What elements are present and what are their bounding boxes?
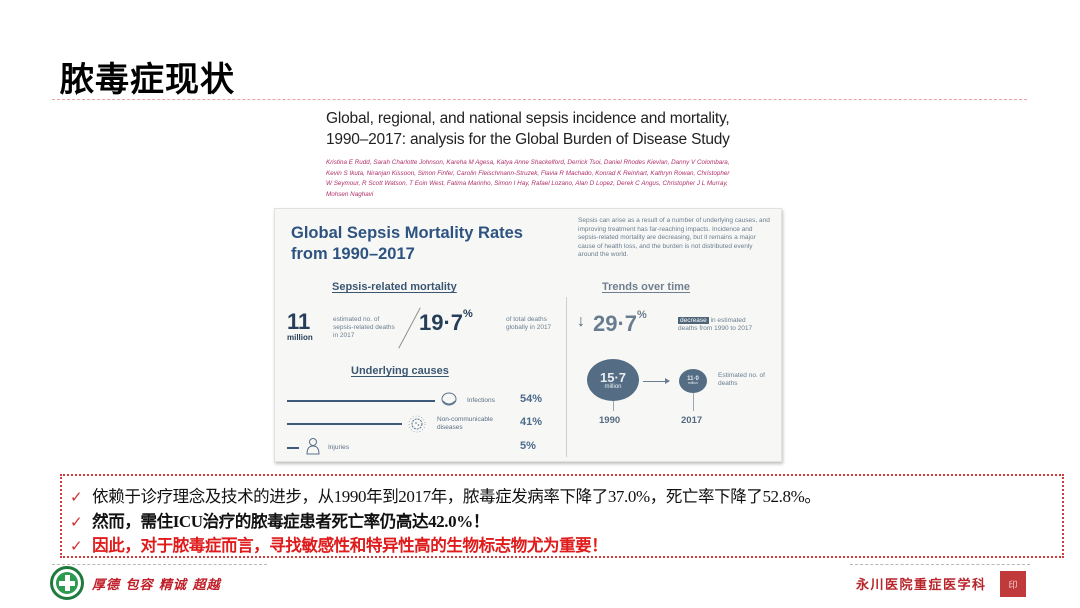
hospital-logo [50, 566, 84, 600]
footer-rule-right [850, 564, 1030, 565]
check-icon: ✓ [70, 488, 83, 506]
share-value: 19·7% [419, 308, 473, 336]
bullet-2-icu: ICU [172, 512, 203, 531]
section-divider [566, 297, 567, 457]
cause-bar-noncommunicable [287, 423, 402, 425]
share-note: of total deaths globally in 2017 [506, 316, 552, 331]
cause-bar-infections [287, 400, 435, 402]
trends-heading: Trends over time [602, 281, 691, 293]
seal-stamp-icon: 印 [1000, 571, 1026, 597]
infographic-description: Sepsis can arise as a result of a number… [578, 217, 770, 259]
bullet-1-text-b: 年到 [366, 487, 399, 506]
decrease-note-2: deaths from 1990 to 2017 [678, 325, 753, 332]
infographic-title: Global Sepsis Mortality Rates from 1990–… [291, 223, 523, 265]
deaths-value: 11 [287, 309, 311, 334]
bullet-1-text-c: 年，脓毒症发病率下降了 [430, 487, 609, 506]
tick-2017 [693, 393, 694, 411]
share-number: 19·7 [419, 310, 464, 335]
bullet-2: ✓ 然而，需住ICU治疗的脓毒症患者死亡率仍高达42.0%！ [70, 508, 489, 532]
mask-icon [440, 392, 458, 411]
paper-title-line-1: Global, regional, and national sepsis in… [326, 110, 730, 127]
bullet-1-text-d: ，死亡率下降了 [649, 487, 763, 506]
slide-title: 脓毒症现状 [60, 60, 235, 100]
end-note: Estimated no. of deaths [718, 372, 765, 387]
stat-slash-divider [398, 307, 421, 349]
cause-label-injuries: Injuries [328, 444, 349, 451]
infographic-title-line-1: Global Sepsis Mortality Rates [291, 224, 523, 242]
deaths-unit: million [287, 333, 313, 342]
decrease-number: 29·7 [593, 311, 638, 336]
infographic-title-line-2: from 1990–2017 [291, 245, 415, 263]
bullet-1-text-a: 依赖于诊疗理念及技术的进步，从 [92, 487, 334, 506]
summary-box: ✓ 依赖于诊疗理念及技术的进步，从1990年到2017年，脓毒症发病率下降了37.… [60, 474, 1064, 558]
injured-person-icon [305, 437, 321, 458]
decrease-note: decrease in estimated deaths from 1990 t… [678, 317, 778, 333]
year-2017: 2017 [681, 415, 703, 426]
bullet-2-text-a: 然而，需住 [92, 512, 173, 531]
share-percent-sign: % [463, 308, 473, 320]
cause-value-noncommunicable: 41% [520, 416, 543, 428]
trend-arrow-icon [643, 378, 670, 384]
bullet-1: ✓ 依赖于诊疗理念及技术的进步，从1990年到2017年，脓毒症发病率下降了37.… [70, 483, 821, 507]
bullet-1-year-end: 2017 [398, 487, 431, 506]
deaths-note: estimated no. of sepsis-related deaths i… [333, 316, 395, 339]
unit-1990: million [604, 383, 622, 390]
circle-2017: 11·0 million [679, 369, 707, 393]
down-arrow-icon: ↓ [577, 313, 585, 330]
decrease-note-1: in estimated [710, 317, 746, 324]
mortality-heading: Sepsis-related mortality [332, 281, 457, 293]
bullet-1-mortality-drop: 52.8% [762, 487, 805, 506]
year-1990: 1990 [599, 415, 621, 426]
paper-title: Global, regional, and national sepsis in… [326, 108, 746, 150]
check-icon: ✓ [70, 537, 83, 555]
bullet-2-mortality: 42.0% [428, 512, 473, 531]
bullet-3-text: 因此，对于脓毒症而言，寻找敏感性和特异性高的生物标志物尤为重要！ [92, 536, 608, 555]
bullet-3: ✓ 因此，对于脓毒症而言，寻找敏感性和特异性高的生物标志物尤为重要！ [70, 532, 608, 556]
value-2017: 11·0 [687, 376, 699, 383]
decrease-tag: decrease [678, 317, 709, 324]
cause-value-injuries: 5% [520, 440, 536, 452]
bullet-2-text-b: 治疗的脓毒症患者死亡率仍高达 [202, 512, 429, 531]
hospital-motto: 厚德 包容 精诚 超越 [92, 578, 221, 593]
cause-label-noncommunicable: Non-communicable diseases [437, 416, 493, 431]
causes-heading: Underlying causes [351, 365, 449, 377]
check-icon: ✓ [70, 513, 83, 531]
title-divider [52, 99, 1027, 100]
tick-1990 [613, 401, 614, 411]
value-1990: 15·7 [599, 369, 627, 385]
department-name: 永川医院重症医学科 [856, 578, 987, 593]
cause-bar-injuries [287, 447, 299, 449]
paper-title-line-2: 1990–2017: analysis for the Global Burde… [326, 131, 730, 148]
paper-authors: Kristina E Rudd, Sarah Charlotte Johnson… [326, 159, 730, 198]
bullet-1-incidence-drop: 37.0% [607, 487, 650, 506]
footer-rule-left [52, 564, 267, 565]
cause-label-infections: Infections [467, 397, 495, 404]
circle-1990: 15·7 million [587, 359, 639, 401]
sepsis-infographic: Global Sepsis Mortality Rates from 1990–… [274, 208, 782, 462]
bullet-1-text-e: 。 [804, 487, 821, 506]
cause-value-infections: 54% [520, 393, 543, 405]
decrease-value: 29·7% [593, 309, 647, 337]
bullet-2-text-c: ！ [472, 512, 490, 531]
virus-icon [407, 415, 427, 436]
decrease-percent-sign: % [637, 309, 647, 321]
logo-cross-icon [56, 572, 78, 594]
bullet-1-year-start: 1990 [333, 487, 367, 506]
unit-2017: million [688, 381, 698, 386]
